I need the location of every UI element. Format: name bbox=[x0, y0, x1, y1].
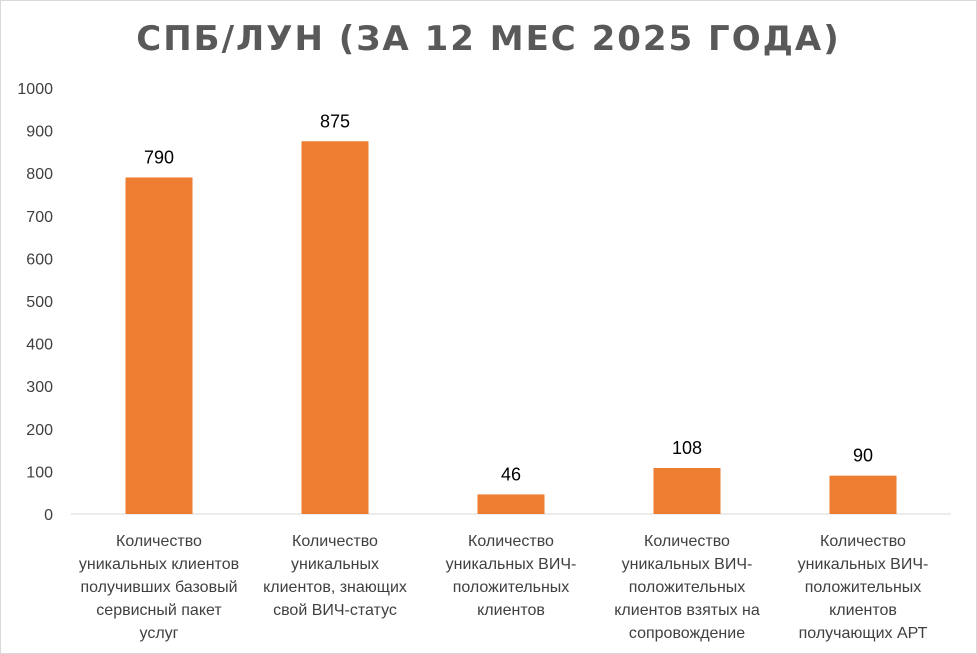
y-tick-label-300: 300 bbox=[26, 379, 53, 396]
bar-5 bbox=[829, 475, 897, 514]
category-label-3: Количество уникальных ВИЧ-положительных кл… bbox=[446, 533, 577, 619]
y-tick-label-900: 900 bbox=[26, 124, 53, 141]
y-tick-label-100: 100 bbox=[26, 464, 53, 481]
data-label-4: 108 bbox=[672, 438, 702, 458]
y-tick-label-500: 500 bbox=[26, 294, 53, 311]
bar-1 bbox=[125, 177, 193, 514]
category-label-2: Количество уникальных клиентов, знающих сво… bbox=[263, 533, 407, 619]
data-label-5: 90 bbox=[853, 446, 873, 466]
y-tick-label-800: 800 bbox=[26, 166, 53, 183]
bar-4 bbox=[653, 467, 721, 514]
chart-title: СПБ/ЛУН (ЗА 12 МЕС 2025 ГОДА) bbox=[136, 19, 841, 59]
y-tick-label-600: 600 bbox=[26, 251, 53, 268]
y-tick-label-200: 200 bbox=[26, 422, 53, 439]
bar-2 bbox=[301, 141, 369, 514]
data-label-2: 875 bbox=[320, 111, 350, 131]
category-label-1: Количество уникальных клиентов получивших … bbox=[79, 533, 239, 642]
bar-3 bbox=[477, 494, 545, 514]
y-tick-label-700: 700 bbox=[26, 209, 53, 226]
data-label-1: 790 bbox=[144, 147, 174, 167]
category-label-5: Количество уникальных ВИЧ-положительных кл… bbox=[798, 533, 929, 642]
y-tick-label-0: 0 bbox=[44, 507, 53, 524]
y-tick-label-400: 400 bbox=[26, 337, 53, 354]
category-label-4: Количество уникальных ВИЧ-положительных кл… bbox=[614, 533, 760, 642]
y-tick-label-1000: 1000 bbox=[17, 81, 53, 98]
data-label-3: 46 bbox=[501, 464, 521, 484]
